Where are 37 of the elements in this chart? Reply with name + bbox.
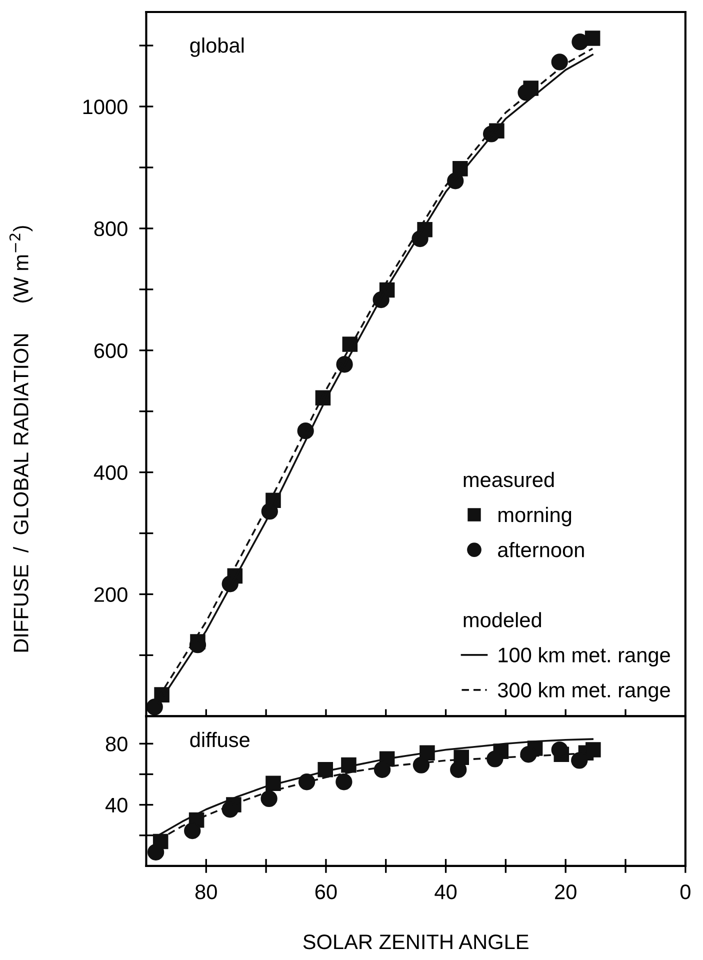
point [374,761,391,778]
x-tick-label: 80 [195,884,217,900]
x-axis-title: SOLAR ZENITH ANGLE [303,934,528,950]
y-tick-label: 1000 [83,100,128,114]
point [520,746,537,763]
annotation: modeled [464,612,542,628]
x-tick-label: 60 [315,884,337,900]
point [450,761,467,778]
annotation: global [190,38,244,57]
legend-label: 300 km met. range [498,682,670,702]
point [486,750,504,768]
annotation: measured [464,472,554,488]
point [586,742,601,758]
annotation: diffuse [190,732,250,748]
point [571,752,588,769]
x-tick-label: 20 [555,884,576,900]
legend-label: morning [498,506,572,526]
x-tick-label: 0 [680,884,690,900]
legend-label: afternoon [498,542,584,558]
point [184,822,201,840]
point [572,34,588,50]
point [146,698,163,716]
point [260,790,278,808]
y-tick-label: 400 [94,465,128,480]
legend-label: 100 km met. range [498,647,670,667]
x-tick-label: 40 [434,884,457,900]
point [551,54,568,70]
point [147,844,164,860]
point [336,774,352,790]
y-axis-title: DIFFUSE / GLOBAL RADIATION (W m$^{−2}$) [9,226,33,652]
y-tick-label: 600 [94,343,128,358]
y-tick-label: 40 [105,798,128,813]
y-tick-label: 80 [106,736,128,752]
y-tick-label: 200 [94,587,128,602]
point [412,756,430,774]
point [222,801,238,818]
y-tick-label: 800 [94,221,128,236]
